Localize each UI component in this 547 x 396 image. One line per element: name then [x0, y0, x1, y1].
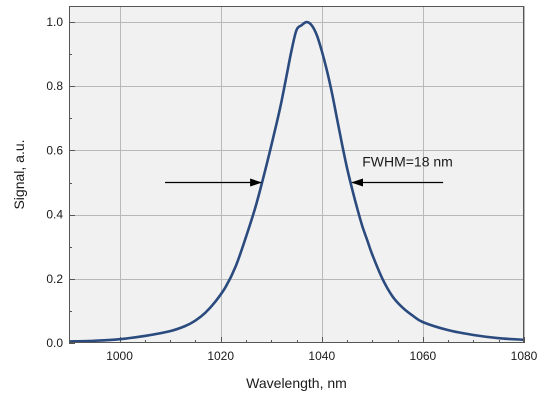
- y-tick-label: 1.0: [46, 15, 63, 29]
- y-tick-label: 0.2: [46, 272, 63, 286]
- x-tick-label: 1000: [106, 349, 133, 363]
- grid: [69, 6, 525, 343]
- x-tick-label: 1080: [511, 349, 538, 363]
- plot-area: [69, 6, 524, 343]
- x-tick-label: 1020: [207, 349, 234, 363]
- annotation-fwhm: FWHM=18 nm: [362, 153, 453, 169]
- y-tick-label: 0.0: [46, 336, 63, 350]
- y-tick-label: 0.4: [46, 208, 63, 222]
- y-tick-label: 0.8: [46, 79, 63, 93]
- x-tick-label: 1040: [308, 349, 335, 363]
- y-axis-label: Signal, a.u.: [11, 139, 27, 209]
- tick-labels: 1000 1020 1040 1060 1080 0.0 0.2 0.4 0.6 0.8 1.0: [46, 15, 537, 363]
- x-axis-label: Wavelength, nm: [246, 375, 347, 391]
- y-tick-label: 0.6: [46, 143, 63, 157]
- x-tick-label: 1060: [410, 349, 437, 363]
- series-line: [68, 20, 525, 343]
- plot-frame: [69, 6, 524, 343]
